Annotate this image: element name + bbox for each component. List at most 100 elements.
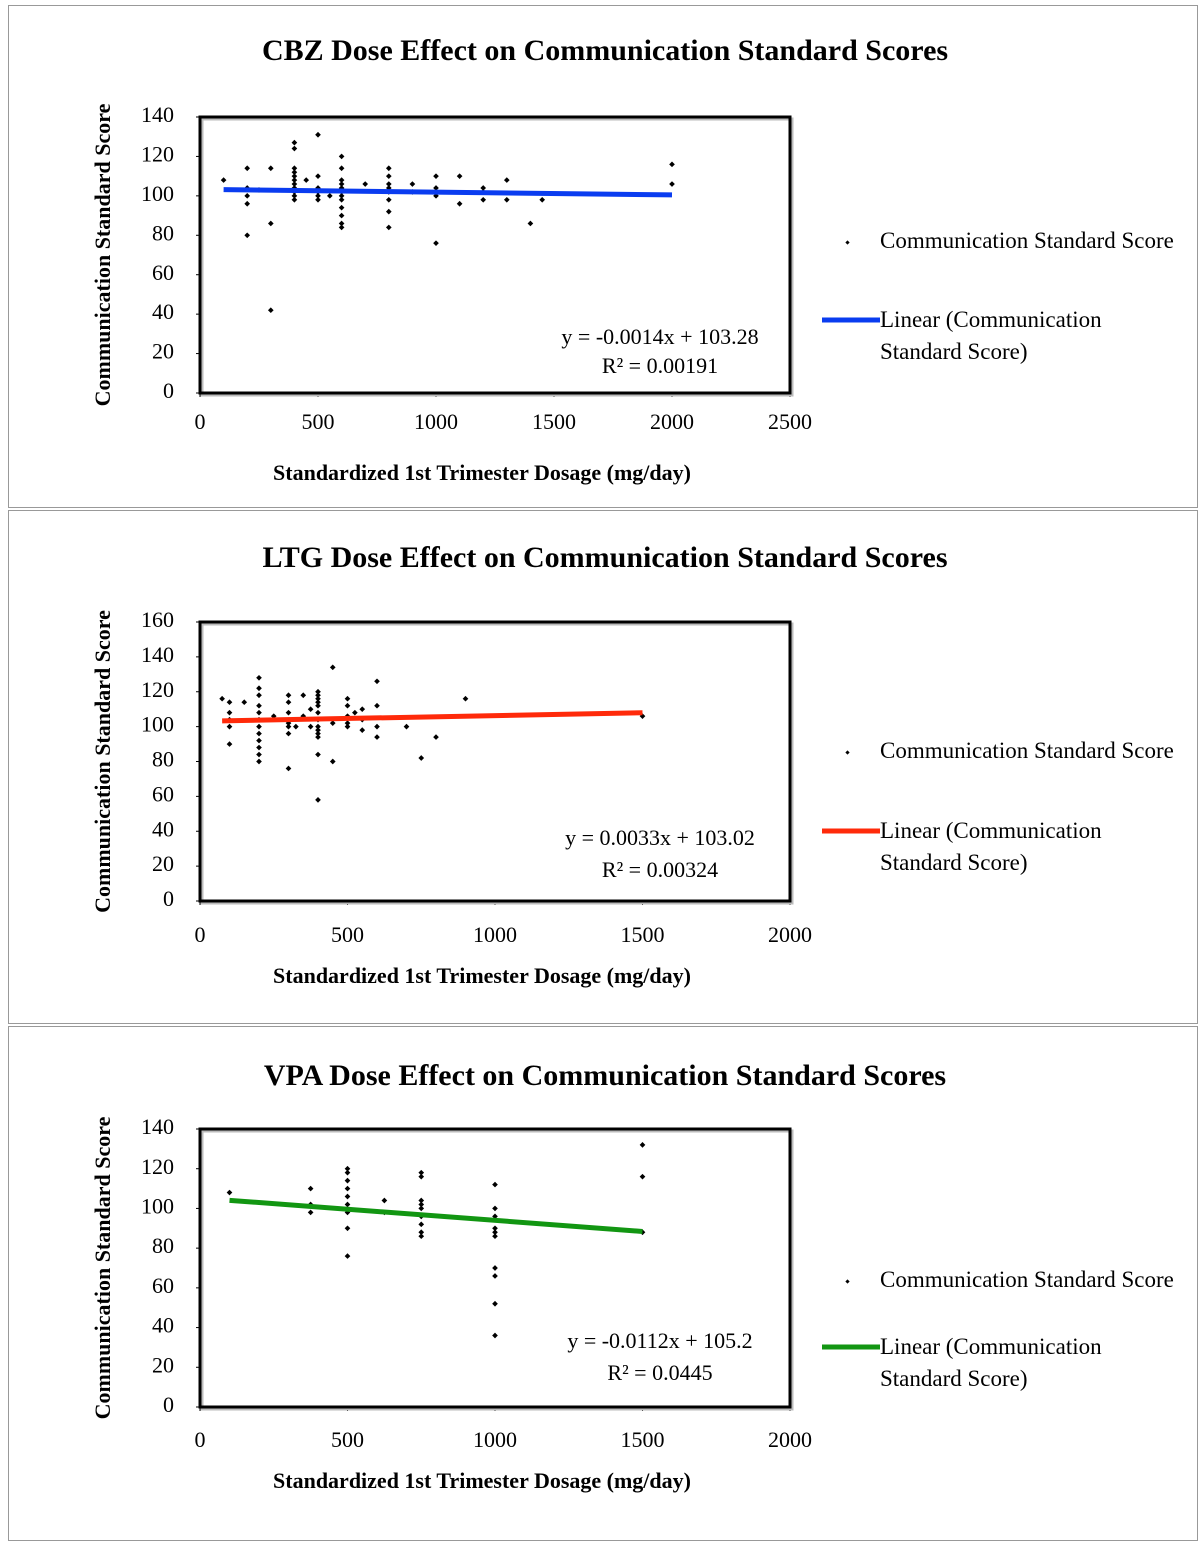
y-tick-label: 100 <box>141 181 174 206</box>
x-tick-label: 0 <box>195 922 206 947</box>
y-tick-label: 100 <box>141 712 174 737</box>
scatter-point <box>362 181 369 187</box>
annotation: y = -0.0112x + 105.2 <box>567 1328 752 1353</box>
scatter-point <box>291 145 298 152</box>
scatter-point <box>639 1173 646 1180</box>
y-axis-label: Communication Standard Score <box>90 1116 115 1419</box>
chart: CBZ Dose Effect on Communication Standar… <box>0 5 1198 515</box>
scatter-point <box>315 688 321 695</box>
scatter-point <box>267 220 274 227</box>
scatter-point <box>433 240 439 246</box>
plot-frame <box>198 620 792 903</box>
annotation: y = -0.0014x + 103.28 <box>561 324 758 349</box>
scatter-point <box>503 177 510 183</box>
trend-line <box>223 187 673 198</box>
scatter-point <box>433 173 439 179</box>
scatter-point <box>285 765 292 772</box>
scatter-point <box>291 173 298 179</box>
scatter-point <box>315 196 321 203</box>
scatter-point <box>385 181 392 187</box>
scatter-point <box>326 193 333 199</box>
scatter-point <box>344 1193 351 1200</box>
y-tick-label: 0 <box>163 886 174 911</box>
scatter-point <box>285 723 292 730</box>
x-axis-label: Standardized 1st Trimester Dosage (mg/da… <box>273 1468 691 1493</box>
scatter-point <box>256 685 262 692</box>
scatter-point <box>418 1173 425 1180</box>
trend-line <box>229 1197 643 1234</box>
annotation: R² = 0.0445 <box>607 1360 712 1385</box>
annotation: R² = 0.00324 <box>602 857 718 882</box>
x-tick-label: 1000 <box>473 922 517 947</box>
scatter-point <box>315 699 321 706</box>
scatter-point <box>344 1253 351 1259</box>
scatter-point <box>307 1185 314 1192</box>
y-tick-label: 40 <box>152 299 174 324</box>
scatter-point <box>241 699 248 706</box>
scatter-point <box>433 734 439 740</box>
legend-label: Communication Standard Score <box>880 738 1174 763</box>
scatter-point <box>539 196 546 203</box>
scatter-point <box>285 730 292 737</box>
scatter-point <box>315 751 321 758</box>
scatter-point <box>226 709 233 716</box>
scatter-point <box>315 734 321 740</box>
x-tick-label: 1500 <box>532 409 576 434</box>
scatter-point <box>492 1300 498 1307</box>
chart-title: VPA Dose Effect on Communication Standar… <box>264 1059 946 1092</box>
scatter-point <box>256 702 262 709</box>
scatter-point <box>418 1221 425 1228</box>
scatter-point <box>359 727 366 733</box>
scatter-point <box>256 744 262 751</box>
scatter-point <box>256 692 262 699</box>
scatter-point <box>256 723 262 730</box>
scatter-point <box>256 730 262 737</box>
scatter-point <box>385 173 392 179</box>
y-tick-label: 0 <box>163 1392 174 1417</box>
scatter-point <box>338 181 345 187</box>
scatter-point <box>418 1233 425 1240</box>
x-tick-label: 2000 <box>650 409 694 434</box>
scatter-point <box>244 193 251 199</box>
scatter-point <box>480 185 487 191</box>
scatter-point <box>338 193 345 199</box>
scatter-point <box>256 737 262 744</box>
scatter-point <box>219 695 225 702</box>
y-axis-label: Communication Standard Score <box>90 103 115 406</box>
plot-frame <box>200 622 794 905</box>
y-tick-label: 40 <box>152 816 174 841</box>
scatter-point <box>527 220 534 227</box>
x-tick-label: 1500 <box>621 1427 665 1452</box>
scatter-point <box>285 692 292 699</box>
scatter-point <box>291 139 298 146</box>
x-tick-label: 2000 <box>768 922 812 947</box>
scatter-point <box>244 232 251 239</box>
scatter-point <box>256 751 262 758</box>
scatter-point <box>338 177 345 183</box>
scatter-point <box>244 200 251 207</box>
x-tick-label: 2000 <box>768 1427 812 1452</box>
x-tick-label: 0 <box>195 1427 206 1452</box>
scatter-point <box>338 204 345 211</box>
scatter-point <box>293 723 299 730</box>
scatter-point <box>344 1177 351 1184</box>
scatter-point <box>492 1205 498 1212</box>
scatter-point <box>418 1201 425 1208</box>
scatter-point <box>291 165 298 172</box>
y-tick-label: 140 <box>141 642 174 667</box>
scatter-point <box>338 220 345 227</box>
scatter-point <box>267 307 274 314</box>
scatter-point <box>344 1185 351 1192</box>
legend-label: Communication Standard Score <box>880 228 1174 253</box>
y-tick-label: 40 <box>152 1313 174 1338</box>
scatter-point <box>315 695 321 702</box>
chart: VPA Dose Effect on Communication Standar… <box>0 1026 1198 1536</box>
scatter-point <box>303 177 310 183</box>
scatter-point <box>307 1209 314 1216</box>
y-tick-label: 60 <box>152 781 174 806</box>
scatter-point <box>403 723 410 730</box>
y-tick-label: 60 <box>152 1273 174 1298</box>
scatter-point <box>456 173 463 179</box>
scatter-point <box>256 758 262 765</box>
y-tick-label: 80 <box>152 1233 174 1258</box>
